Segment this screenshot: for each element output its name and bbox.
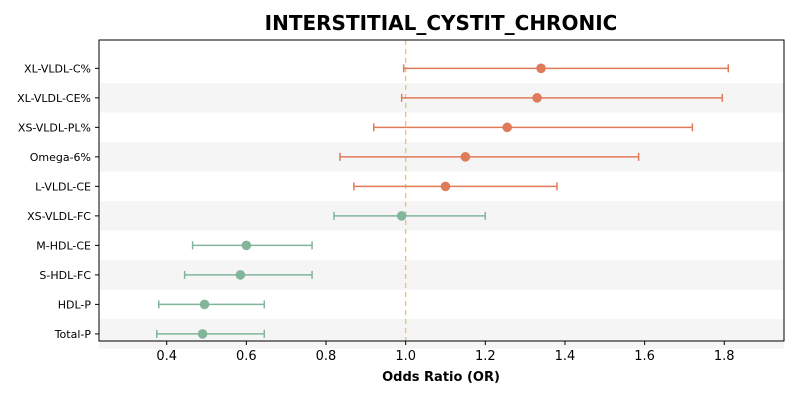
or-point xyxy=(199,299,210,310)
or-point xyxy=(197,329,208,339)
x-tick-label: 1.0 xyxy=(395,349,416,364)
y-tick-label: XL-VLDL-C% xyxy=(24,62,91,75)
x-axis-label: Odds Ratio (OR) xyxy=(382,370,500,385)
y-tick-label: XL-VLDL-CE% xyxy=(17,92,91,105)
odds-ratio-points xyxy=(197,63,546,339)
y-tick-label: Total-P xyxy=(54,328,92,341)
y-tick-label: L-VLDL-CE xyxy=(35,180,91,193)
x-tick-label: 0.8 xyxy=(316,349,337,364)
y-axis-ticks: XL-VLDL-C% XL-VLDL-CE% XS-VLDL-PL% Omega-6%… xyxy=(17,62,99,341)
or-point xyxy=(460,152,471,162)
chart-title: INTERSTITIAL_CYSTIT_CHRONIC xyxy=(265,11,618,35)
y-tick-label: XS-VLDL-PL% xyxy=(18,121,91,134)
y-tick-label: M-HDL-CE xyxy=(36,239,91,252)
x-tick-label: 0.6 xyxy=(236,349,257,364)
or-point xyxy=(241,240,252,251)
y-tick-label: S-HDL-FC xyxy=(39,269,91,282)
or-point xyxy=(440,181,451,192)
x-tick-label: 1.8 xyxy=(714,349,735,364)
plot-frame xyxy=(98,39,785,342)
x-tick-label: 1.6 xyxy=(634,349,655,364)
x-tick-label: 1.2 xyxy=(475,349,496,364)
confidence-intervals xyxy=(155,64,729,338)
y-tick-label: Omega-6% xyxy=(30,151,91,164)
or-point xyxy=(396,211,407,221)
or-point xyxy=(502,122,513,133)
x-tick-label: 1.4 xyxy=(555,349,576,364)
x-axis-ticks: 0.4 0.6 0.8 1.0 1.2 1.4 1.6 1.8 xyxy=(156,341,735,364)
or-point xyxy=(536,63,546,74)
or-point xyxy=(235,270,246,280)
or-point xyxy=(532,93,542,103)
y-tick-label: XS-VLDL-FC xyxy=(27,210,91,223)
y-tick-label: HDL-P xyxy=(58,298,92,311)
x-tick-label: 0.4 xyxy=(156,349,177,364)
